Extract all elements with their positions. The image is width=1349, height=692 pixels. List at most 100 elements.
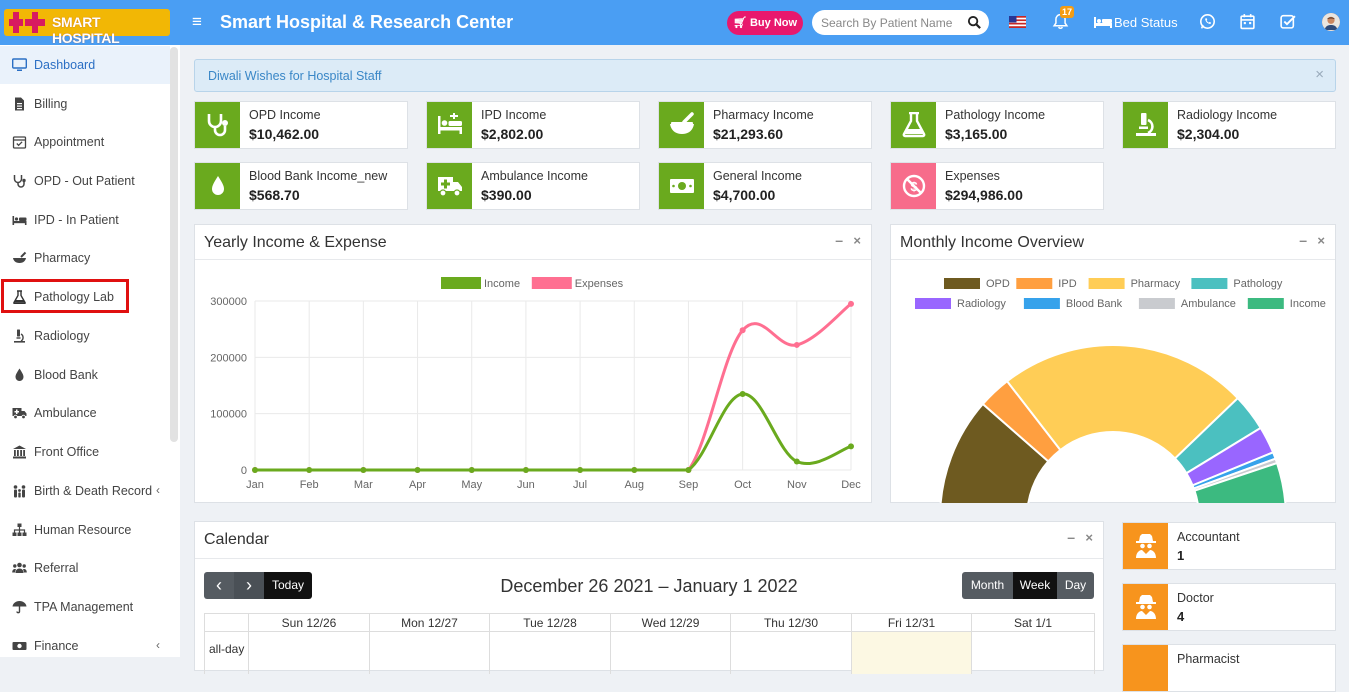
close-icon[interactable]: × <box>1085 530 1093 545</box>
stat-card-ipd-income[interactable]: IPD Income $2,802.00 <box>426 101 640 149</box>
sidebar-item-ipd[interactable]: IPD - In Patient <box>0 201 170 239</box>
sidebar-item-tpa-management[interactable]: TPA Management <box>0 588 170 626</box>
bed-status-link[interactable]: Bed Status <box>1094 15 1178 30</box>
data-point <box>793 341 800 348</box>
role-label: Accountant <box>1177 530 1240 544</box>
sidebar-item-label: Referral <box>34 561 79 575</box>
calendar-day-column-today[interactable]: Fri 12/31 <box>851 614 971 674</box>
sidebar-item-pathology-lab[interactable]: Pathology Lab <box>0 278 170 316</box>
legend-label: OPD <box>986 278 1010 290</box>
sidebar-item-appointment[interactable]: Appointment <box>0 123 170 161</box>
role-icon-box <box>1123 584 1168 630</box>
sidebar-item-front-office[interactable]: Front Office <box>0 433 170 471</box>
close-icon[interactable]: × <box>853 233 861 248</box>
y-tick-label: 200000 <box>210 352 247 364</box>
stat-label: IPD Income <box>481 108 547 122</box>
stat-card-radiology-income[interactable]: Radiology Income $2,304.00 <box>1122 101 1336 149</box>
stat-icon-box: $ <box>891 163 936 209</box>
calendar-prev-button[interactable]: ‹ <box>204 572 234 599</box>
sidebar-item-blood-bank[interactable]: Blood Bank <box>0 356 170 394</box>
calendar-icon[interactable] <box>1239 13 1256 30</box>
staff-role-card-pharmacist[interactable]: Pharmacist <box>1122 644 1336 692</box>
task-check-icon[interactable] <box>1279 13 1296 30</box>
stat-card-expenses[interactable]: $ Expenses $294,986.00 <box>890 162 1104 210</box>
close-icon[interactable]: × <box>1317 233 1325 248</box>
flag-us-icon[interactable] <box>1009 16 1026 28</box>
notice-close-icon[interactable]: × <box>1315 66 1324 83</box>
data-point <box>468 467 475 473</box>
app-logo[interactable]: SMART HOSPITAL <box>4 9 170 46</box>
calendar-today-button[interactable]: Today <box>264 572 312 599</box>
legend-swatch <box>944 278 980 289</box>
calendar-day-header[interactable]: Fri 12/31 <box>852 614 971 632</box>
user-avatar[interactable] <box>1322 13 1340 31</box>
calendar-day-header[interactable]: Tue 12/28 <box>490 614 610 632</box>
staff-role-card-accountant[interactable]: Accountant 1 <box>1122 522 1336 570</box>
stat-card-opd-income[interactable]: OPD Income $10,462.00 <box>194 101 408 149</box>
stat-card-pharmacy-income[interactable]: Pharmacy Income $21,293.60 <box>658 101 872 149</box>
menu-icon[interactable]: ≡ <box>192 12 202 31</box>
sidebar-item-finance[interactable]: Finance ‹ <box>0 627 170 665</box>
sidebar-item-billing[interactable]: Billing <box>0 85 170 123</box>
calendar-panel: Calendar – × ‹ › Today December 26 2021 … <box>194 521 1104 674</box>
minimize-icon[interactable]: – <box>1299 232 1307 248</box>
stat-label: Pathology Income <box>945 108 1046 122</box>
user-secret-icon <box>1136 595 1156 619</box>
calendar-day-column[interactable]: Sat 1/1 <box>971 614 1095 674</box>
monitor-icon <box>12 58 27 71</box>
minimize-icon[interactable]: – <box>1067 529 1075 545</box>
calendar-month-view-button[interactable]: Month <box>962 572 1013 599</box>
sidebar-scrollbar[interactable] <box>170 47 178 442</box>
legend-label: Expenses <box>575 278 624 290</box>
sidebar-item-pharmacy[interactable]: Pharmacy <box>0 239 170 277</box>
panel-title: Calendar <box>204 531 269 548</box>
calendar-day-column[interactable]: Tue 12/28 <box>489 614 610 674</box>
sidebar-item-dashboard[interactable]: Dashboard <box>0 46 170 84</box>
calendar-day-view-button[interactable]: Day <box>1057 572 1094 599</box>
calendar-day-column[interactable]: Wed 12/29 <box>610 614 730 674</box>
stat-card-general-income[interactable]: General Income $4,700.00 <box>658 162 872 210</box>
calendar-week-grid: all-day Sun 12/26 Mon 12/27 Tue 12/28 We… <box>204 613 1095 674</box>
sidebar-item-label: Radiology <box>34 329 90 343</box>
calendar-week-view-button[interactable]: Week <box>1013 572 1057 599</box>
staff-role-card-doctor[interactable]: Doctor 4 <box>1122 583 1336 631</box>
sidebar-item-opd[interactable]: OPD - Out Patient <box>0 162 170 200</box>
role-count: 4 <box>1177 609 1185 624</box>
stat-card-blood-bank-income[interactable]: Blood Bank Income_new $568.70 <box>194 162 408 210</box>
search-input[interactable] <box>821 15 961 30</box>
sidebar-item-human-resource[interactable]: Human Resource <box>0 511 170 549</box>
yearly-line-chart: Income Expenses 0 100000 200000 300000 Jan Feb M… <box>210 277 861 491</box>
calendar-day-column[interactable]: Mon 12/27 <box>369 614 489 674</box>
notice-bar[interactable]: Diwali Wishes for Hospital Staff × <box>194 59 1336 92</box>
calendar-day-header[interactable]: Mon 12/27 <box>370 614 489 632</box>
stat-value: $21,293.60 <box>713 126 784 142</box>
calendar-check-icon <box>12 136 27 149</box>
logo-cross-icon <box>9 12 45 33</box>
money-icon <box>12 642 27 650</box>
family-icon <box>13 485 26 498</box>
calendar-day-header[interactable]: Sun 12/26 <box>249 614 369 632</box>
stat-card-ambulance-income[interactable]: Ambulance Income $390.00 <box>426 162 640 210</box>
whatsapp-icon[interactable] <box>1199 13 1216 30</box>
x-tick-label: Sep <box>679 479 699 491</box>
stat-value: $294,986.00 <box>945 187 1023 203</box>
mortar-pestle-icon <box>670 112 694 134</box>
notice-text[interactable]: Diwali Wishes for Hospital Staff <box>208 69 382 83</box>
calendar-day-header[interactable]: Wed 12/29 <box>611 614 730 632</box>
sidebar-item-referral[interactable]: Referral <box>0 549 170 587</box>
calendar-next-button[interactable]: › <box>234 572 264 599</box>
sidebar-item-ambulance[interactable]: Ambulance <box>0 394 170 432</box>
calendar-day-column[interactable]: Thu 12/30 <box>730 614 851 674</box>
x-tick-label: Mar <box>354 479 373 491</box>
minimize-icon[interactable]: – <box>835 232 843 248</box>
search-icon[interactable] <box>967 15 982 30</box>
sidebar-item-radiology[interactable]: Radiology <box>0 317 170 355</box>
stat-card-pathology-income[interactable]: Pathology Income $3,165.00 <box>890 101 1104 149</box>
buy-now-button[interactable]: 🛒︎ Buy Now <box>727 11 803 35</box>
sidebar-item-label: OPD - Out Patient <box>34 174 135 188</box>
calendar-day-header[interactable]: Thu 12/30 <box>731 614 851 632</box>
sidebar-item-birth-death[interactable]: Birth & Death Record ‹ <box>0 472 170 510</box>
calendar-day-column[interactable]: Sun 12/26 <box>248 614 369 674</box>
calendar-day-header[interactable]: Sat 1/1 <box>972 614 1094 632</box>
series-line-expenses <box>255 302 852 472</box>
